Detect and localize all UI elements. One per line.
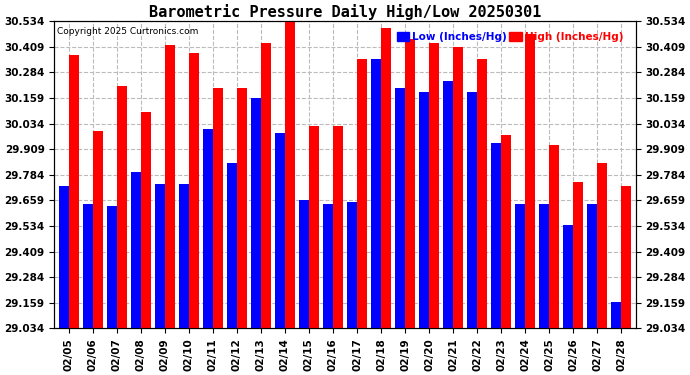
Bar (179, 184, 189, 328)
Bar (333, 126, 343, 328)
Bar (381, 28, 391, 328)
Bar (107, 206, 117, 328)
Bar (371, 59, 381, 328)
Bar (611, 303, 621, 328)
Title: Barometric Pressure Daily High/Low 20250301: Barometric Pressure Daily High/Low 20250… (149, 4, 541, 20)
Bar (203, 129, 213, 328)
Bar (83, 204, 92, 328)
Bar (573, 182, 583, 328)
Bar (453, 47, 463, 328)
Bar (117, 86, 127, 328)
Bar (59, 186, 69, 328)
Bar (261, 43, 271, 328)
Bar (429, 43, 440, 328)
Bar (467, 92, 477, 328)
Bar (501, 135, 511, 328)
Bar (323, 204, 333, 328)
Bar (621, 186, 631, 328)
Bar (563, 225, 573, 328)
Bar (357, 59, 367, 328)
Bar (275, 133, 285, 328)
Bar (189, 53, 199, 328)
Bar (141, 112, 151, 328)
Bar (309, 126, 319, 328)
Legend: Low (Inches/Hg), High (Inches/Hg): Low (Inches/Hg), High (Inches/Hg) (393, 28, 628, 46)
Bar (299, 200, 309, 328)
Bar (491, 143, 501, 328)
Bar (155, 184, 165, 328)
Bar (165, 45, 175, 328)
Bar (130, 171, 141, 328)
Bar (347, 202, 357, 328)
Bar (443, 81, 453, 328)
Bar (395, 88, 405, 328)
Bar (525, 34, 535, 328)
Bar (69, 55, 79, 328)
Bar (237, 88, 247, 328)
Bar (213, 88, 223, 328)
Bar (515, 204, 525, 328)
Bar (92, 130, 103, 328)
Bar (549, 145, 560, 328)
Bar (250, 98, 261, 328)
Bar (285, 18, 295, 328)
Bar (477, 59, 487, 328)
Text: Copyright 2025 Curtronics.com: Copyright 2025 Curtronics.com (57, 27, 199, 36)
Bar (539, 204, 549, 328)
Bar (405, 39, 415, 328)
Bar (227, 164, 237, 328)
Bar (419, 92, 429, 328)
Bar (598, 164, 607, 328)
Bar (587, 204, 598, 328)
